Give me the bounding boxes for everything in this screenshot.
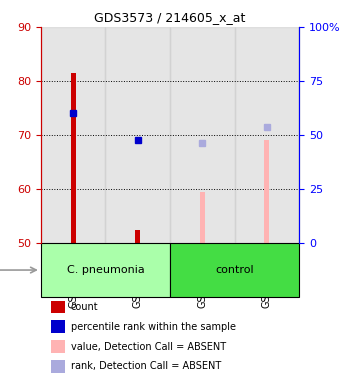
Text: value, Detection Call = ABSENT: value, Detection Call = ABSENT — [70, 342, 226, 352]
Bar — [51, 360, 65, 373]
Bar — [51, 320, 65, 333]
Bar — [200, 192, 205, 243]
Text: percentile rank within the sample: percentile rank within the sample — [70, 322, 236, 332]
Bar — [170, 27, 235, 243]
Bar — [70, 73, 76, 243]
Bar — [51, 340, 65, 353]
Text: C. pneumonia: C. pneumonia — [67, 265, 144, 275]
Bar — [264, 141, 270, 243]
Bar — [170, 243, 299, 297]
Text: rank, Detection Call = ABSENT: rank, Detection Call = ABSENT — [70, 361, 221, 371]
Bar — [41, 243, 170, 297]
Bar — [51, 301, 65, 313]
Text: count: count — [70, 302, 98, 312]
Bar — [41, 27, 105, 243]
Title: GDS3573 / 214605_x_at: GDS3573 / 214605_x_at — [94, 11, 246, 24]
Bar — [235, 27, 299, 243]
Text: control: control — [215, 265, 254, 275]
Bar — [135, 230, 140, 243]
Bar — [105, 27, 170, 243]
